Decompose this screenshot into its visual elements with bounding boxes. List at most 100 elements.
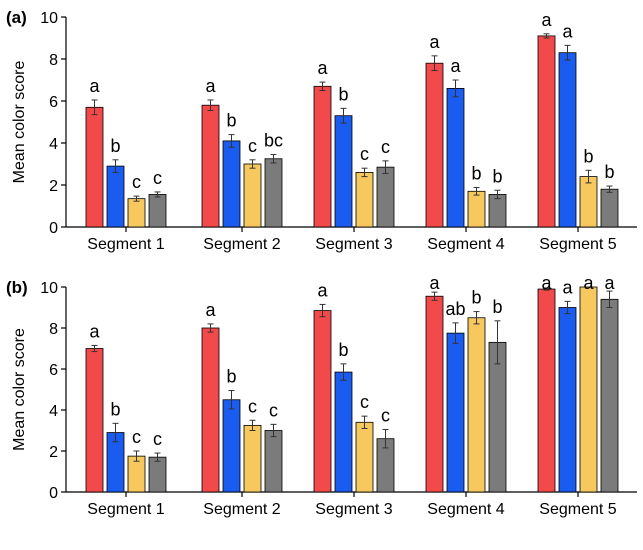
panel-a: 0 2 4 6 8 10 Mean color score (a) Segment 1 Segme… [6,8,637,253]
significance-letter: a [317,280,328,300]
significance-letter: a [89,76,100,96]
bar [425,295,444,493]
bar [579,286,598,493]
x-tick-label: Segment 3 [315,501,392,518]
x-tick-label: Segment 5 [539,236,616,253]
bar [201,327,220,493]
bar [558,52,577,228]
significance-letter: a [317,58,328,78]
significance-letter: c [132,427,141,447]
x-tick-label: Segment 1 [87,236,164,253]
significance-letter: b [604,162,614,182]
significance-letter: c [360,144,369,164]
significance-letter: b [338,340,348,360]
bar [600,188,619,228]
bar [85,106,104,228]
bar [376,166,395,228]
y-tick-label: 6 [49,362,58,379]
significance-letter: a [604,273,615,293]
bar [222,140,241,228]
y-tick-label: 10 [40,10,58,27]
bar [446,88,465,228]
x-tick-label: Segment 4 [427,236,504,253]
significance-letter: a [562,277,573,297]
bar [446,332,465,493]
bar [148,456,167,493]
bar [243,163,262,228]
bar [106,165,125,228]
x-tick-label: Segment 4 [427,501,504,518]
significance-letter: c [153,168,162,188]
bar [201,104,220,228]
significance-letter: c [381,405,390,425]
significance-letter: b [110,136,120,156]
bar [467,317,486,493]
significance-letter: a [429,273,440,293]
significance-letter: b [226,367,236,387]
bar [313,85,332,228]
y-tick-label: 2 [49,444,58,461]
panel-b: 0 2 4 6 8 10 Mean color score (b) Segment 1 Segme… [6,273,637,518]
panel-label: (b) [6,278,28,297]
bar [334,371,353,493]
bar [222,399,241,493]
bar [148,194,167,228]
bar [600,298,619,493]
bar [488,194,507,228]
significance-letter: bc [264,131,283,151]
bar [264,430,283,493]
significance-letter: b [471,288,481,308]
significance-letter: b [471,164,481,184]
y-tick-label: 8 [49,52,58,69]
bar [355,171,374,228]
bar [537,35,556,228]
significance-letter: c [248,396,257,416]
significance-letter: a [205,76,216,96]
significance-letter: b [492,297,502,317]
y-tick-label: 4 [49,136,58,153]
bar [558,307,577,493]
bar [264,158,283,228]
y-tick-label: 10 [40,280,58,297]
significance-letter: a [562,21,573,41]
significance-letter: c [153,429,162,449]
y-tick-label: 2 [49,178,58,195]
bar [579,176,598,228]
x-tick-label: Segment 1 [87,501,164,518]
significance-letter: c [381,137,390,157]
x-tick-label: Segment 3 [315,236,392,253]
x-tick-label: Segment 2 [203,236,280,253]
significance-letter: b [583,146,593,166]
y-tick-label: 0 [49,220,58,237]
significance-letter: c [269,400,278,420]
y-tick-label: 0 [49,485,58,502]
y-tick-label: 6 [49,94,58,111]
significance-letter: b [338,84,348,104]
significance-letter: c [360,392,369,412]
y-axis-title: Mean color score [11,328,28,451]
panel-label: (a) [6,8,27,27]
bar [85,348,104,493]
significance-letter: c [132,172,141,192]
significance-letter: a [541,10,552,30]
significance-letter: a [89,321,100,341]
x-tick-label: Segment 5 [539,501,616,518]
bar [313,310,332,493]
significance-letter: a [429,32,440,52]
y-axis-title: Mean color score [11,61,28,184]
significance-letter: a [450,56,461,76]
significance-letter: a [541,273,552,293]
significance-letter: b [110,399,120,419]
significance-letter: b [492,166,502,186]
bar [334,115,353,228]
x-tick-label: Segment 2 [203,501,280,518]
significance-letter: b [226,111,236,131]
bar [467,190,486,228]
bar [355,421,374,493]
bar [537,288,556,493]
significance-letter: a [583,273,594,293]
significance-letter: a [205,300,216,320]
bar [488,341,507,493]
y-tick-label: 8 [49,321,58,338]
